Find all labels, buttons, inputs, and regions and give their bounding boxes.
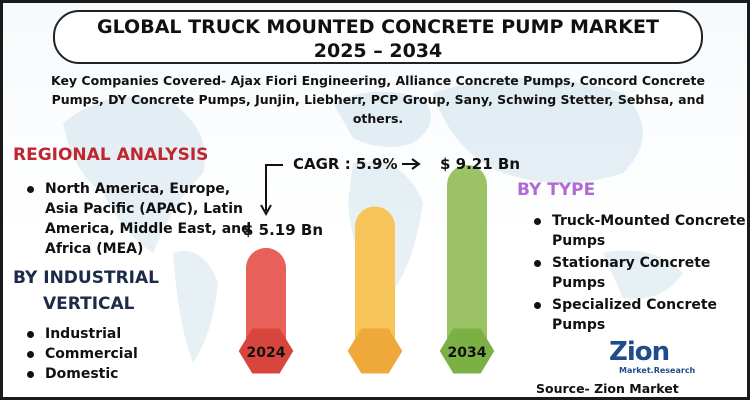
by-type-list: Truck-Mounted Concrete Pumps Stationary … (530, 211, 747, 337)
logo-subtext: Market.Research (619, 366, 696, 375)
list-item: Industrial (23, 324, 223, 344)
hexagon-base-2024 (238, 328, 294, 374)
list-item: Truck-Mounted Concrete Pumps (530, 211, 747, 251)
by-type-heading: BY TYPE (517, 180, 596, 200)
industrial-vertical-list: Industrial Commercial Domestic (23, 324, 223, 384)
regional-analysis-heading: REGIONAL ANALYSIS (13, 145, 209, 165)
key-companies-text: Key Companies Covered- Ajax Fiori Engine… (50, 73, 705, 126)
value-label-2024: $ 5.19 Bn (243, 221, 324, 239)
hexagon-base-2034 (439, 328, 495, 374)
industrial-heading-line-2: VERTICAL (43, 294, 135, 314)
list-item: Domestic (23, 364, 223, 384)
list-item: Stationary Concrete Pumps (530, 253, 747, 293)
value-label-2034: $ 9.21 Bn (440, 155, 521, 173)
bar-2024 (246, 247, 286, 355)
source-text: Source- Zion Market Research (536, 381, 679, 397)
industrial-heading-line-1: BY INDUSTRIAL (13, 268, 159, 288)
cagr-arrow-right-icon (402, 158, 421, 170)
cagr-label: CAGR : 5.9% (293, 155, 398, 173)
cagr-arrow-down-icon (260, 164, 283, 217)
cagr-arrows (260, 158, 421, 217)
bar-2034 (447, 165, 487, 355)
title-banner: GLOBAL TRUCK MOUNTED CONCRETE PUMP MARKE… (53, 10, 703, 64)
title-line-2: 2025 – 2034 (313, 40, 443, 62)
industrial-vertical-heading: BY INDUSTRIAL VERTICAL (13, 265, 233, 317)
list-item: Specialized Concrete Pumps (530, 295, 747, 335)
title-line-1: GLOBAL TRUCK MOUNTED CONCRETE PUMP MARKE… (97, 16, 659, 38)
hexagon-base-middle (347, 328, 403, 374)
year-label-2034: 2034 (448, 345, 487, 361)
logo-text: Zion (609, 337, 670, 367)
year-label-2024: 2024 (247, 345, 286, 361)
regional-list: North America, Europe, Asia Pacific (APA… (23, 179, 253, 259)
zion-logo: Zion Market.Research (609, 337, 696, 380)
bar-middle (355, 206, 395, 355)
list-item: North America, Europe, Asia Pacific (APA… (23, 179, 253, 259)
market-growth-chart: 2024 2034 (238, 158, 495, 374)
list-item: Commercial (23, 344, 223, 364)
